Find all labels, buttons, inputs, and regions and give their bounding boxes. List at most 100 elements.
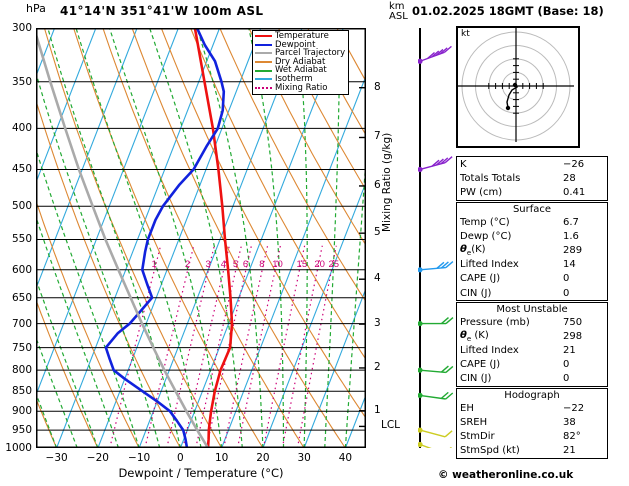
table-row-value: 21 [563,445,576,457]
table-row-value: 82° [563,430,581,442]
table-row-value: 14 [563,259,576,271]
table-row-value: −26 [563,158,585,170]
legend-item: Wet Adiabat [255,66,345,75]
table-row: CAPE (J) 0 [457,272,607,286]
pressure-tick-label: 950 [11,424,32,437]
table-row-key: Pressure (mb) [460,316,530,328]
svg-text:10: 10 [272,259,283,270]
temperature-tick-label: 10 [214,452,229,464]
pressure-tick-label: 450 [11,163,32,176]
skewt-plot-area: 1 2 3 4 5 6 8 10 15 20 25 [36,28,366,448]
svg-text:8: 8 [259,259,264,270]
legend-item: Dewpoint [255,39,345,50]
legend-item-label: Wet Adiabat [275,65,327,76]
table-row: EH −22 [457,401,607,415]
temperature-tick-label: −30 [45,452,68,464]
svg-text:3: 3 [206,259,211,270]
hodograph-table: Hodograph EH −22 SREH 38 StmDir 82° StmSpd (kt)… [456,388,608,459]
table-row-key: θe(K) [460,243,486,257]
wind-barb [418,365,454,374]
table-row: StmDir 82° [457,429,607,443]
legend-swatch-icon [255,43,272,46]
height-tick-label: 6 [374,178,381,191]
height-tick-label: 8 [374,80,381,93]
table-row-key: StmDir [460,430,495,442]
pressure-tick-label: 750 [11,341,32,354]
temperature-tick-label: −10 [128,452,151,464]
table-row: CIN (J) 0 [457,372,607,386]
table-row-value: 0 [563,359,570,371]
table-row-key: Lifted Index [460,259,519,271]
wind-barb [418,391,454,400]
table-row-key: Dewp (°C) [460,230,512,242]
chart-legend: Temperature Dewpoint Parcel Trajectory Dry … [252,30,350,96]
table-row-value: 6.7 [563,216,579,228]
table-row-key: CIN (J) [460,287,492,299]
table-row-key: K [460,158,467,170]
pressure-tick-label: 500 [11,200,32,213]
legend-item: Isotherm [255,75,345,84]
pressure-tick-label: 850 [11,385,32,398]
table-row-value: 1.6 [563,230,579,242]
table-row-value: 0 [563,273,570,285]
legend-item-label: Parcel Trajectory [275,48,346,59]
pressure-tick-label: 300 [11,22,32,34]
svg-text:1: 1 [151,259,156,270]
pressure-tick-label: 400 [11,122,32,135]
temperature-tick-label: −20 [86,452,109,464]
hodograph-plot [458,28,574,142]
wind-barb [418,45,452,64]
height-unit-label: km ASL [389,2,408,22]
table-row: SREH 38 [457,415,607,429]
table-title: Hodograph [504,390,560,401]
table-row-key: Totals Totals [460,172,521,184]
hodograph-panel: kt [456,26,580,148]
table-row-key: CAPE (J) [460,273,501,285]
legend-item-label: Temperature [275,31,329,41]
legend-item: Dry Adiabat [255,58,345,67]
table-row-key: EH [460,402,474,414]
page-title: 41°14'N 351°41'W 100m ASL [60,4,264,18]
table-row-key: θe (K) [460,329,489,343]
table-row-value: 0 [563,287,570,299]
wind-barb [418,441,452,448]
table-row-key: CIN (J) [460,373,492,385]
legend-swatch-icon [255,61,272,64]
wind-barb [418,261,454,273]
wind-barb [418,156,453,173]
height-unit-line1: km [389,1,405,12]
legend-item-label: Dewpoint [275,39,316,50]
table-row-key: Temp (°C) [460,216,510,228]
pressure-tick-label: 350 [11,75,32,88]
legend-item: Parcel Trajectory [255,49,345,58]
legend-swatch-icon [255,52,272,55]
height-tick-label: 3 [374,317,381,330]
table-row-value: −22 [563,402,585,414]
table-title: Surface [512,204,552,215]
copyright-footer: © weatheronline.co.uk [438,469,574,481]
table-row-value: 28 [563,172,576,184]
table-row: CAPE (J) 0 [457,358,607,372]
svg-text:20: 20 [314,259,325,270]
table-row-value: 0.41 [563,186,586,198]
pressure-tick-label: 1000 [5,442,32,454]
legend-item-label: Dry Adiabat [275,56,326,67]
table-row: Totals Totals 28 [457,171,607,185]
height-unit-line2: ASL [389,11,408,22]
legend-swatch-icon [255,86,272,89]
table-row-value: 750 [563,316,583,328]
table-row-value: 38 [563,416,576,428]
table-row: Lifted Index 14 [457,258,607,272]
pressure-tick-label: 700 [11,317,32,330]
table-row-value: 298 [563,330,583,342]
table-row-value: 0 [563,373,570,385]
legend-item-label: Mixing Ratio [275,82,328,93]
mixing-ratio-axis-title: Mixing Ratio (g/kg) [381,132,393,232]
svg-text:25: 25 [329,259,340,270]
svg-text:6: 6 [243,259,248,270]
lcl-label: LCL [381,419,401,432]
table-row: θe (K) 298 [457,329,607,343]
legend-swatch-icon [255,78,272,81]
pressure-tick-label: 900 [11,405,32,418]
xaxis-title: Dewpoint / Temperature (°C) [118,466,284,480]
